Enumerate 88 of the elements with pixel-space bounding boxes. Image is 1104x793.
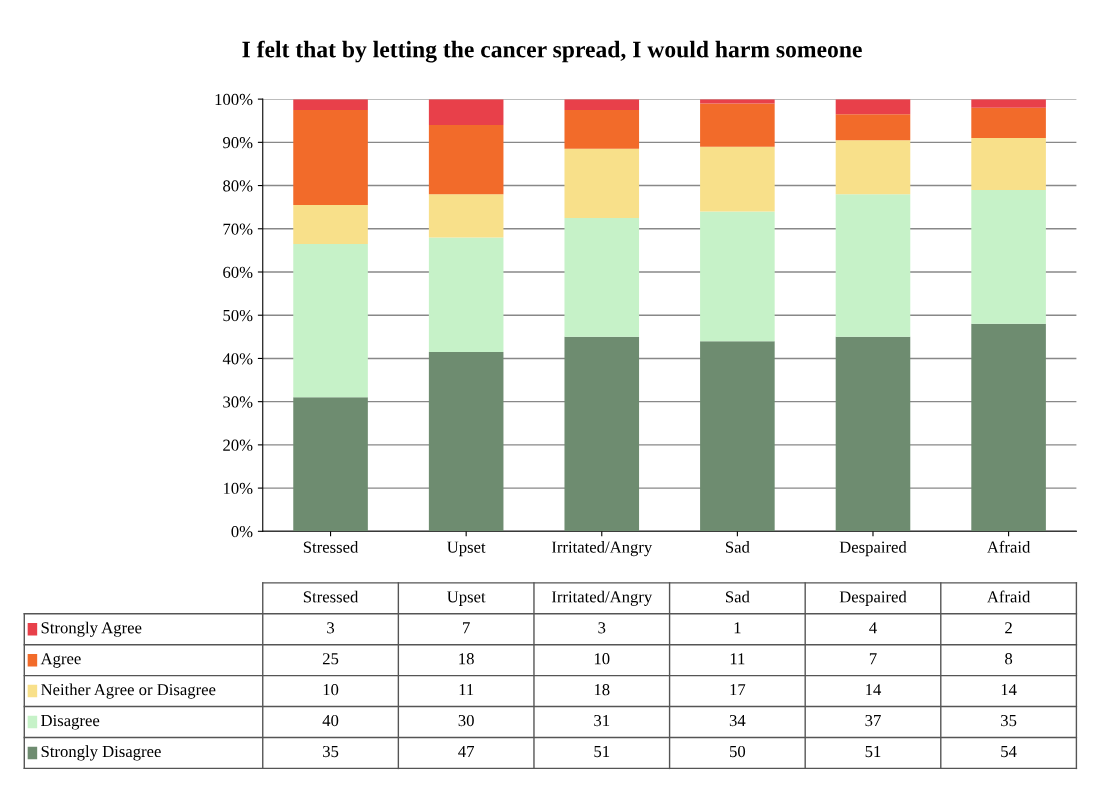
- category-label: Stressed: [303, 590, 359, 603]
- bar: [835, 99, 911, 115]
- category-label: Sad: [725, 590, 750, 603]
- data-label: 14: [866, 684, 882, 696]
- bar: [835, 336, 911, 532]
- bar: [700, 341, 775, 532]
- data-label: 40: [322, 714, 339, 727]
- data-label: 3: [327, 622, 335, 634]
- y-tick-label: 60%: [223, 266, 253, 278]
- x-tick-label: Afraid: [987, 540, 1031, 553]
- data-label: 11: [459, 684, 474, 696]
- x-tick-label: Sad: [725, 541, 750, 553]
- bar: [564, 217, 640, 337]
- bar: [700, 103, 775, 147]
- y-tick-label: 0%: [231, 526, 253, 538]
- data-label: 14: [1001, 684, 1017, 696]
- data-label: 47: [458, 745, 475, 757]
- category-label: Afraid: [987, 590, 1031, 603]
- y-tick-label: 20%: [223, 439, 253, 451]
- bar: [293, 243, 368, 398]
- bar: [428, 194, 504, 238]
- data-label: 1: [734, 622, 741, 634]
- bar: [971, 189, 1046, 324]
- bar: [700, 146, 775, 212]
- bar: [428, 99, 504, 126]
- data-label: 25: [322, 653, 339, 665]
- y-tick-label: 30%: [223, 396, 253, 408]
- x-tick-label: Despaired: [839, 541, 907, 557]
- y-tick-label: 100%: [215, 93, 253, 106]
- y-tick-label: 70%: [223, 223, 253, 235]
- bar: [293, 109, 368, 206]
- bar: [428, 237, 504, 352]
- bar: [971, 99, 1046, 108]
- bar: [428, 125, 504, 195]
- y-tick-label: 80%: [223, 180, 253, 192]
- bar: [564, 336, 640, 532]
- data-label: 17: [730, 684, 746, 696]
- x-tick-label: Irritated/Angry: [551, 541, 653, 557]
- data-label: 51: [594, 745, 610, 758]
- y-tick-label: 90%: [223, 137, 253, 149]
- bar: [564, 99, 640, 110]
- bar: [293, 99, 368, 110]
- bar: [293, 397, 368, 532]
- bar: [564, 109, 640, 149]
- data-label: 3: [598, 622, 606, 634]
- data-label: 18: [594, 684, 610, 696]
- y-tick-label: 50%: [223, 309, 253, 322]
- data-label: 18: [459, 653, 474, 665]
- data-label: 30: [458, 714, 474, 727]
- data-label: 51: [865, 745, 881, 758]
- bar: [835, 114, 911, 141]
- data-label: 34: [729, 715, 746, 727]
- y-tick-label: 40%: [222, 353, 253, 365]
- legend-label: Strongly Agree: [41, 621, 142, 637]
- data-label: 8: [1005, 653, 1013, 665]
- y-tick-label: 10%: [223, 482, 253, 495]
- x-tick-label: Stressed: [303, 541, 359, 553]
- data-label: 35: [1001, 715, 1017, 727]
- bar: [428, 351, 504, 532]
- category-label: Despaired: [839, 590, 907, 606]
- bar: [971, 323, 1046, 532]
- x-tick-label: Upset: [447, 541, 486, 557]
- data-label: 7: [463, 622, 470, 634]
- data-label: 35: [323, 745, 339, 758]
- data-label: 11: [730, 653, 745, 665]
- category-label: Irritated/Angry: [551, 590, 653, 606]
- data-label: 50: [730, 745, 746, 758]
- bar: [293, 205, 368, 244]
- legend-label: Disagree: [41, 714, 100, 730]
- legend-label: Agree: [40, 653, 81, 668]
- data-label: 4: [869, 622, 877, 634]
- bar: [835, 140, 911, 195]
- data-label: 10: [594, 653, 610, 665]
- chart-title: I felt that by letting the cancer spread, I would harm someone: [242, 40, 862, 63]
- legend-label: Strongly Disagree: [41, 745, 161, 761]
- data-label: 7: [869, 653, 877, 665]
- bar: [564, 148, 640, 218]
- bar: [971, 107, 1046, 139]
- data-label: 31: [594, 715, 610, 727]
- bar: [971, 138, 1046, 190]
- legend-label: Neither Agree or Disagree: [41, 683, 216, 699]
- data-label: 37: [865, 715, 881, 727]
- data-label: 54: [1001, 745, 1017, 758]
- data-label: 2: [1005, 622, 1012, 634]
- category-label: Upset: [447, 591, 486, 606]
- bar: [700, 211, 775, 342]
- data-label: 10: [323, 684, 339, 696]
- bar: [835, 194, 911, 337]
